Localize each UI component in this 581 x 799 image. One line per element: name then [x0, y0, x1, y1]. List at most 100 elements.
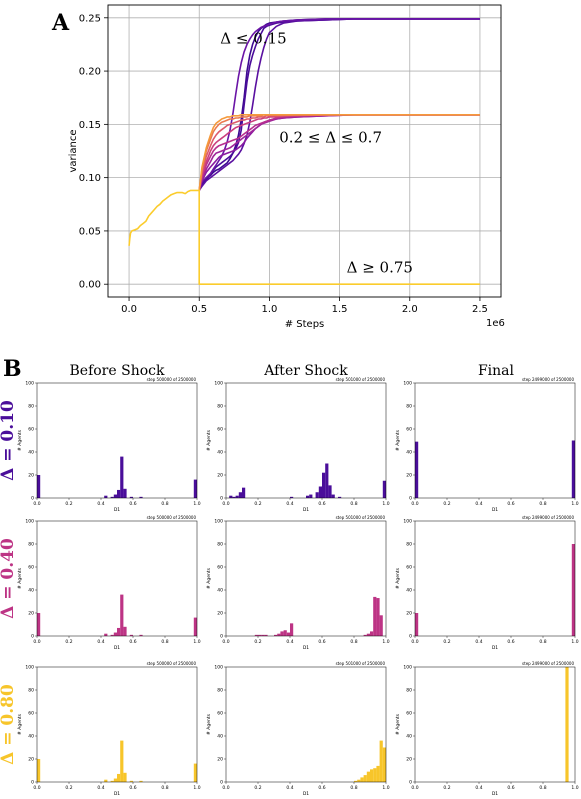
histogram-bar: [376, 765, 380, 782]
histogram-bar: [277, 633, 281, 636]
y-axis-label: # Agents: [17, 567, 23, 589]
histogram-bar: [104, 495, 108, 498]
y-tick-label: 40: [406, 734, 412, 740]
histogram-subplot: 0.0 0.2 0.4 0.6 0.8 1.0 0 20 40 60 80 100 D1 # Agents…: [395, 377, 579, 513]
y-tick-label: 80: [406, 542, 412, 548]
x-tick-label: 1.0: [193, 639, 200, 645]
histogram-bar: [370, 631, 374, 636]
histogram-bar: [315, 492, 319, 498]
x-tick-label: 0.5: [191, 304, 207, 315]
y-tick-label: 100: [214, 381, 223, 387]
histogram-bar: [113, 632, 117, 636]
histogram-bar: [258, 634, 262, 636]
y-tick-label: 60: [28, 711, 34, 717]
x-tick-label: 0.4: [475, 501, 482, 507]
x-tick-label: 1.0: [382, 501, 389, 507]
histogram-bar: [274, 634, 278, 636]
column-title: After Shock: [263, 363, 348, 379]
plot-frame: [107, 4, 502, 298]
x-axis-label: D1: [492, 645, 498, 651]
x-tick-label: 0.6: [507, 639, 514, 645]
x-tick-label: 0.0: [33, 501, 40, 507]
x-tick-label: 0.6: [318, 639, 325, 645]
y-tick-label: 0.05: [79, 226, 101, 237]
step-label: step 2499000 of 2500000: [522, 661, 574, 666]
y-axis-label: # Agents: [395, 567, 401, 589]
histogram-bar: [139, 634, 143, 636]
x-tick-label: 0.8: [350, 639, 357, 645]
panel-a-line-chart: A 0.0 0.5 1.0 1.5 2.0 2.5 0.00 0.05 0.10 0.15 0.20 0…: [51, 4, 505, 330]
x-tick-label: 0.4: [286, 639, 293, 645]
subplot-frame: [225, 666, 387, 783]
x-tick-label: 0.2: [65, 501, 72, 507]
y-tick-label: 100: [403, 381, 412, 387]
row-label: Δ = 0.80: [0, 684, 18, 765]
x-tick-label: 0.8: [161, 785, 168, 791]
histogram-bar: [363, 634, 367, 636]
step-label: step 501000 of 2500000: [336, 377, 386, 382]
y-tick-label: 0.25: [79, 13, 101, 24]
x-tick-label: 0.6: [129, 639, 136, 645]
histogram-bar: [309, 494, 313, 498]
histogram-bar: [286, 632, 290, 636]
x-axis-label: D1: [114, 791, 120, 797]
histogram-bar: [113, 778, 117, 782]
histogram-bar: [110, 496, 114, 498]
y-tick-label: 40: [28, 734, 34, 740]
x-tick-label: 0.4: [475, 785, 482, 791]
y-tick-label: 80: [406, 404, 412, 410]
histogram-bar: [242, 487, 246, 498]
histogram-bar: [360, 777, 364, 782]
regime-annotation: 0.2 ≤ Δ ≤ 0.7: [279, 128, 382, 146]
y-tick-label: 100: [25, 381, 34, 387]
histogram-subplot: 0.0 0.2 0.4 0.6 0.8 1.0 0 20 40 60 80 100 D1 # Agents…: [17, 661, 201, 797]
histogram-bar: [232, 496, 236, 498]
histogram-bar: [379, 740, 383, 782]
x-tick-label: 1.0: [193, 501, 200, 507]
step-label: step 501000 of 2500000: [336, 515, 386, 520]
histogram-bar: [238, 492, 242, 498]
x-axis-label: D1: [303, 645, 309, 651]
x-tick-label: 0.2: [65, 785, 72, 791]
column-title: Before Shock: [70, 363, 165, 379]
histogram-bar: [123, 772, 127, 782]
series-line: [198, 114, 480, 191]
series-line: [128, 189, 480, 286]
histogram-bar: [117, 627, 121, 636]
y-tick-label: 80: [28, 542, 34, 548]
y-tick-label: 20: [406, 473, 412, 479]
histogram-bar: [338, 496, 342, 498]
x-tick-label: 0.6: [507, 785, 514, 791]
x-tick-label: 0.8: [539, 501, 546, 507]
column-title: Final: [478, 363, 515, 379]
y-tick-label: 0: [31, 496, 34, 502]
subplot-frame: [414, 520, 576, 637]
histogram-bar: [290, 496, 294, 498]
y-tick-label: 60: [406, 565, 412, 571]
y-tick-label: 0.15: [79, 120, 101, 131]
x-tick-label: 0.8: [539, 639, 546, 645]
step-label: step 500000 of 2500000: [147, 515, 197, 520]
histogram-bar: [379, 615, 383, 636]
histogram-bar: [110, 780, 114, 782]
x-tick-label: 0.2: [65, 639, 72, 645]
y-tick-label: 0: [220, 780, 223, 786]
step-label: step 500000 of 2500000: [147, 377, 197, 382]
histogram-bar: [366, 633, 370, 636]
regime-annotation: Δ ≤ 0.15: [220, 29, 286, 47]
histogram-bar: [571, 440, 575, 498]
y-tick-label: 100: [403, 519, 412, 525]
y-axis-label: # Agents: [206, 429, 212, 451]
step-label: step 2499000 of 2500000: [522, 377, 574, 382]
histogram-bar: [120, 456, 124, 498]
series-line: [198, 114, 480, 191]
histogram-bar: [117, 489, 121, 498]
histogram-subplot: 0.0 0.2 0.4 0.6 0.8 1.0 0 20 40 60 80 100 D1 # Agents…: [206, 377, 390, 513]
x-tick-label: 0.4: [286, 501, 293, 507]
histogram-bar: [357, 779, 361, 782]
y-tick-label: 20: [406, 757, 412, 763]
histogram-bar: [139, 496, 143, 498]
y-tick-label: 40: [28, 588, 34, 594]
x-tick-label: 0.2: [254, 639, 261, 645]
histogram-bar: [382, 747, 386, 782]
